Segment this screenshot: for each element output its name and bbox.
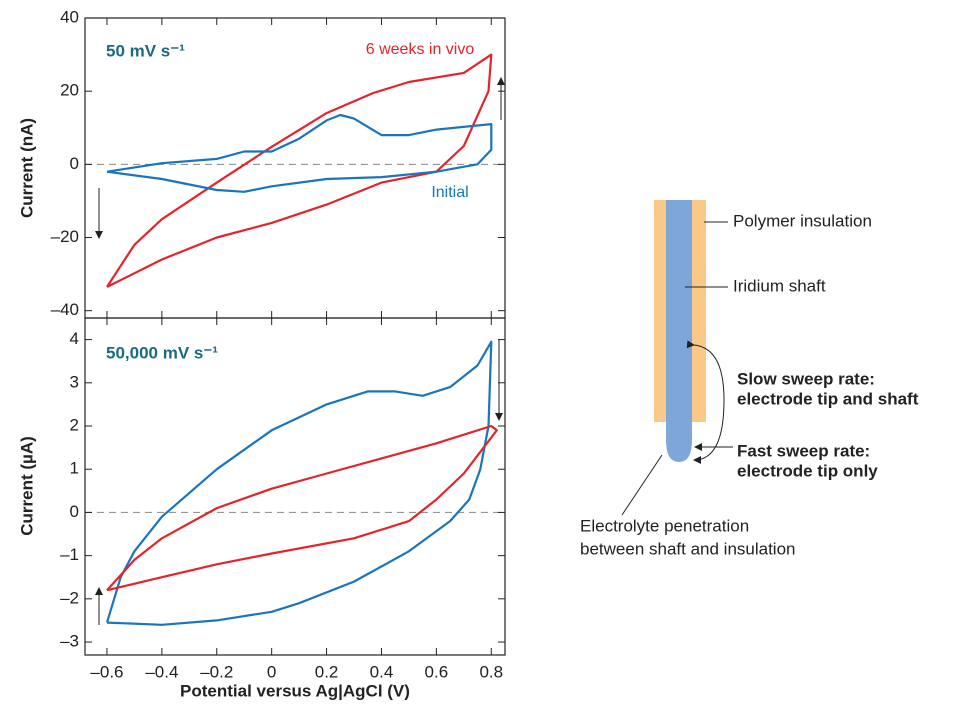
y-tick-label: 0	[70, 154, 79, 173]
x-tick-label: 0.8	[479, 662, 503, 681]
x-tick-label: 0.6	[425, 662, 449, 681]
y-tick-label: 40	[60, 7, 79, 26]
y-tick-label: 0	[70, 502, 79, 521]
x-tick-label: 0.2	[315, 662, 339, 681]
x-tick-label: 0.4	[370, 662, 394, 681]
iridium-shaft	[666, 200, 692, 462]
leader-line	[621, 454, 663, 516]
label: Electrolyte penetration	[580, 516, 749, 535]
y-tick-label: –40	[51, 300, 79, 319]
label: Polymer insulation	[733, 211, 872, 230]
x-axis-label: Potential versus Ag|AgCl (V)	[180, 681, 410, 700]
label: between shaft and insulation	[580, 539, 796, 558]
panel-title: 50,000 mV s⁻¹	[106, 343, 218, 362]
y-axis-label: Current (nA)	[17, 118, 36, 218]
cv-curve	[106, 113, 493, 193]
plot-frame	[84, 317, 506, 656]
bracket-arrow	[686, 340, 725, 464]
label: Slow sweep rate:	[737, 369, 875, 388]
y-tick-label: –2	[60, 588, 79, 607]
insulation	[692, 200, 706, 422]
label: electrode tip only	[737, 461, 878, 480]
series-label: 6 weeks in vivo	[365, 41, 475, 58]
x-tick-label: –0.2	[200, 662, 233, 681]
y-tick-label: 3	[70, 372, 79, 391]
panel-title: 50 mV s⁻¹	[106, 41, 185, 60]
label: electrode tip and shaft	[737, 389, 919, 408]
x-tick-label: –0.4	[145, 662, 178, 681]
cv-curve	[106, 53, 493, 288]
y-tick-label: 1	[70, 459, 79, 478]
cv-curve	[105, 340, 493, 626]
y-tick-label: 4	[70, 329, 79, 348]
y-tick-label: –1	[60, 545, 79, 564]
y-tick-label: 20	[60, 81, 79, 100]
y-tick-label: –3	[60, 632, 79, 651]
insulation	[654, 200, 666, 422]
cv-curve	[106, 424, 498, 592]
label: Iridium shaft	[733, 276, 826, 295]
y-tick-label: –20	[51, 227, 79, 246]
label: Fast sweep rate:	[737, 441, 870, 460]
y-axis-label: Current (µA)	[17, 436, 36, 536]
series-label: Initial	[431, 184, 468, 201]
x-tick-label: 0	[267, 662, 276, 681]
x-tick-label: –0.6	[90, 662, 123, 681]
plot-frame	[84, 17, 506, 319]
y-tick-label: 2	[70, 415, 79, 434]
